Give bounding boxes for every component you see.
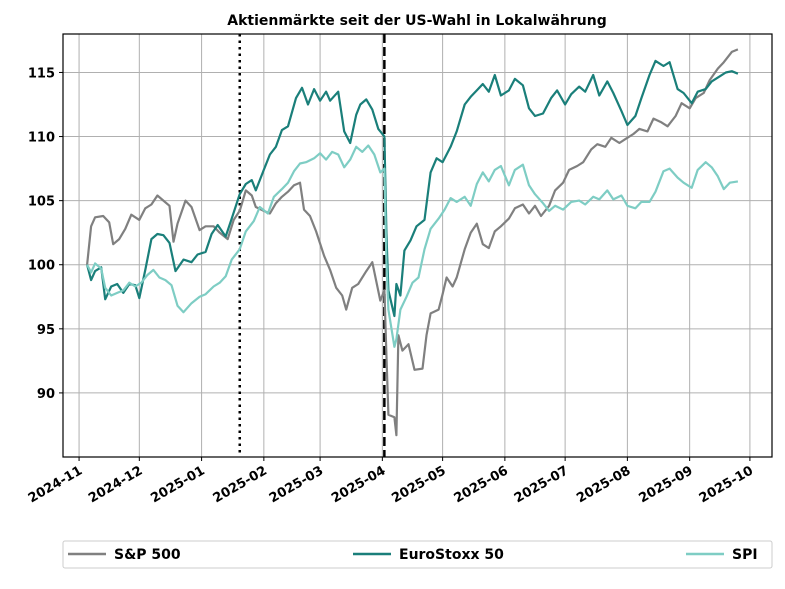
x-tick-label: 2025-08 xyxy=(574,463,633,506)
y-tick-label: 100 xyxy=(28,259,55,274)
x-tick-label: 2025-02 xyxy=(211,463,270,506)
legend: S&P 500 EuroStoxx 50 SPI xyxy=(62,540,773,569)
y-tick-label: 95 xyxy=(37,323,55,338)
x-tick-label: 2025-09 xyxy=(636,463,695,506)
legend-frame xyxy=(62,540,773,569)
plot-frame xyxy=(62,33,773,458)
legend-label: SPI xyxy=(732,547,758,563)
chart-title: Aktienmärkte seit der US-Wahl in Lokalwä… xyxy=(227,13,607,29)
y-tick-label: 105 xyxy=(28,195,55,210)
x-tick-label: 2025-04 xyxy=(329,463,388,506)
series-line-2 xyxy=(86,144,739,348)
y-tick-label: 110 xyxy=(28,131,55,146)
legend-label: S&P 500 xyxy=(114,547,181,563)
x-tick-label: 2024-11 xyxy=(26,463,85,506)
series-lines xyxy=(86,48,739,437)
x-tick-label: 2025-01 xyxy=(148,463,207,506)
series-line-1 xyxy=(86,59,739,318)
x-tick-label: 2024-12 xyxy=(86,463,145,506)
series-line-0 xyxy=(86,48,739,437)
x-tick-label: 2025-05 xyxy=(389,463,448,506)
y-tick-label: 90 xyxy=(37,387,55,402)
x-tick-label: 2025-03 xyxy=(267,463,326,506)
legend-label: EuroStoxx 50 xyxy=(399,547,504,563)
x-tick-label: 2025-07 xyxy=(512,463,571,506)
y-tick-label: 115 xyxy=(28,66,55,81)
y-axis: 90 95 100 105 110 115 xyxy=(28,66,63,402)
x-tick-label: 2025-10 xyxy=(697,463,756,506)
x-tick-label: 2025-06 xyxy=(452,463,511,506)
event-lines xyxy=(238,34,386,457)
grid xyxy=(63,34,772,457)
